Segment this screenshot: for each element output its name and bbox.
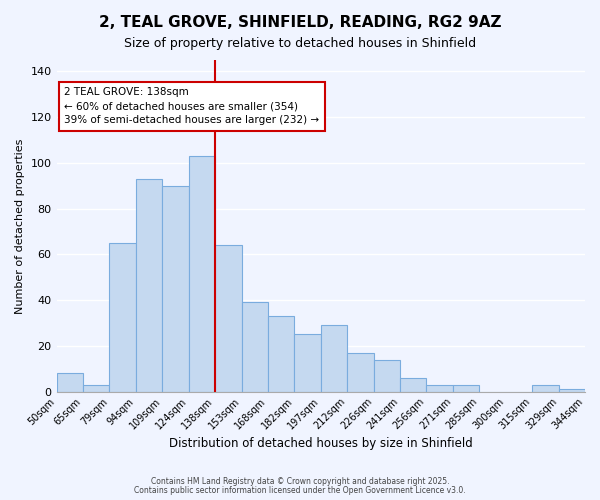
X-axis label: Distribution of detached houses by size in Shinfield: Distribution of detached houses by size … — [169, 437, 473, 450]
Bar — [162, 186, 188, 392]
Bar — [559, 390, 585, 392]
Bar — [374, 360, 400, 392]
Text: Contains public sector information licensed under the Open Government Licence v3: Contains public sector information licen… — [134, 486, 466, 495]
Bar — [532, 385, 559, 392]
Bar — [215, 246, 242, 392]
Bar — [188, 156, 215, 392]
Bar — [453, 385, 479, 392]
Bar — [109, 243, 136, 392]
Bar — [268, 316, 295, 392]
Bar — [295, 334, 321, 392]
Text: Contains HM Land Registry data © Crown copyright and database right 2025.: Contains HM Land Registry data © Crown c… — [151, 477, 449, 486]
Text: 2, TEAL GROVE, SHINFIELD, READING, RG2 9AZ: 2, TEAL GROVE, SHINFIELD, READING, RG2 9… — [99, 15, 501, 30]
Y-axis label: Number of detached properties: Number of detached properties — [15, 138, 25, 314]
Text: 2 TEAL GROVE: 138sqm
← 60% of detached houses are smaller (354)
39% of semi-deta: 2 TEAL GROVE: 138sqm ← 60% of detached h… — [64, 88, 320, 126]
Bar — [242, 302, 268, 392]
Bar — [136, 179, 162, 392]
Bar — [427, 385, 453, 392]
Bar — [400, 378, 427, 392]
Text: Size of property relative to detached houses in Shinfield: Size of property relative to detached ho… — [124, 38, 476, 51]
Bar — [347, 353, 374, 392]
Bar — [321, 326, 347, 392]
Bar — [83, 385, 109, 392]
Bar — [56, 374, 83, 392]
